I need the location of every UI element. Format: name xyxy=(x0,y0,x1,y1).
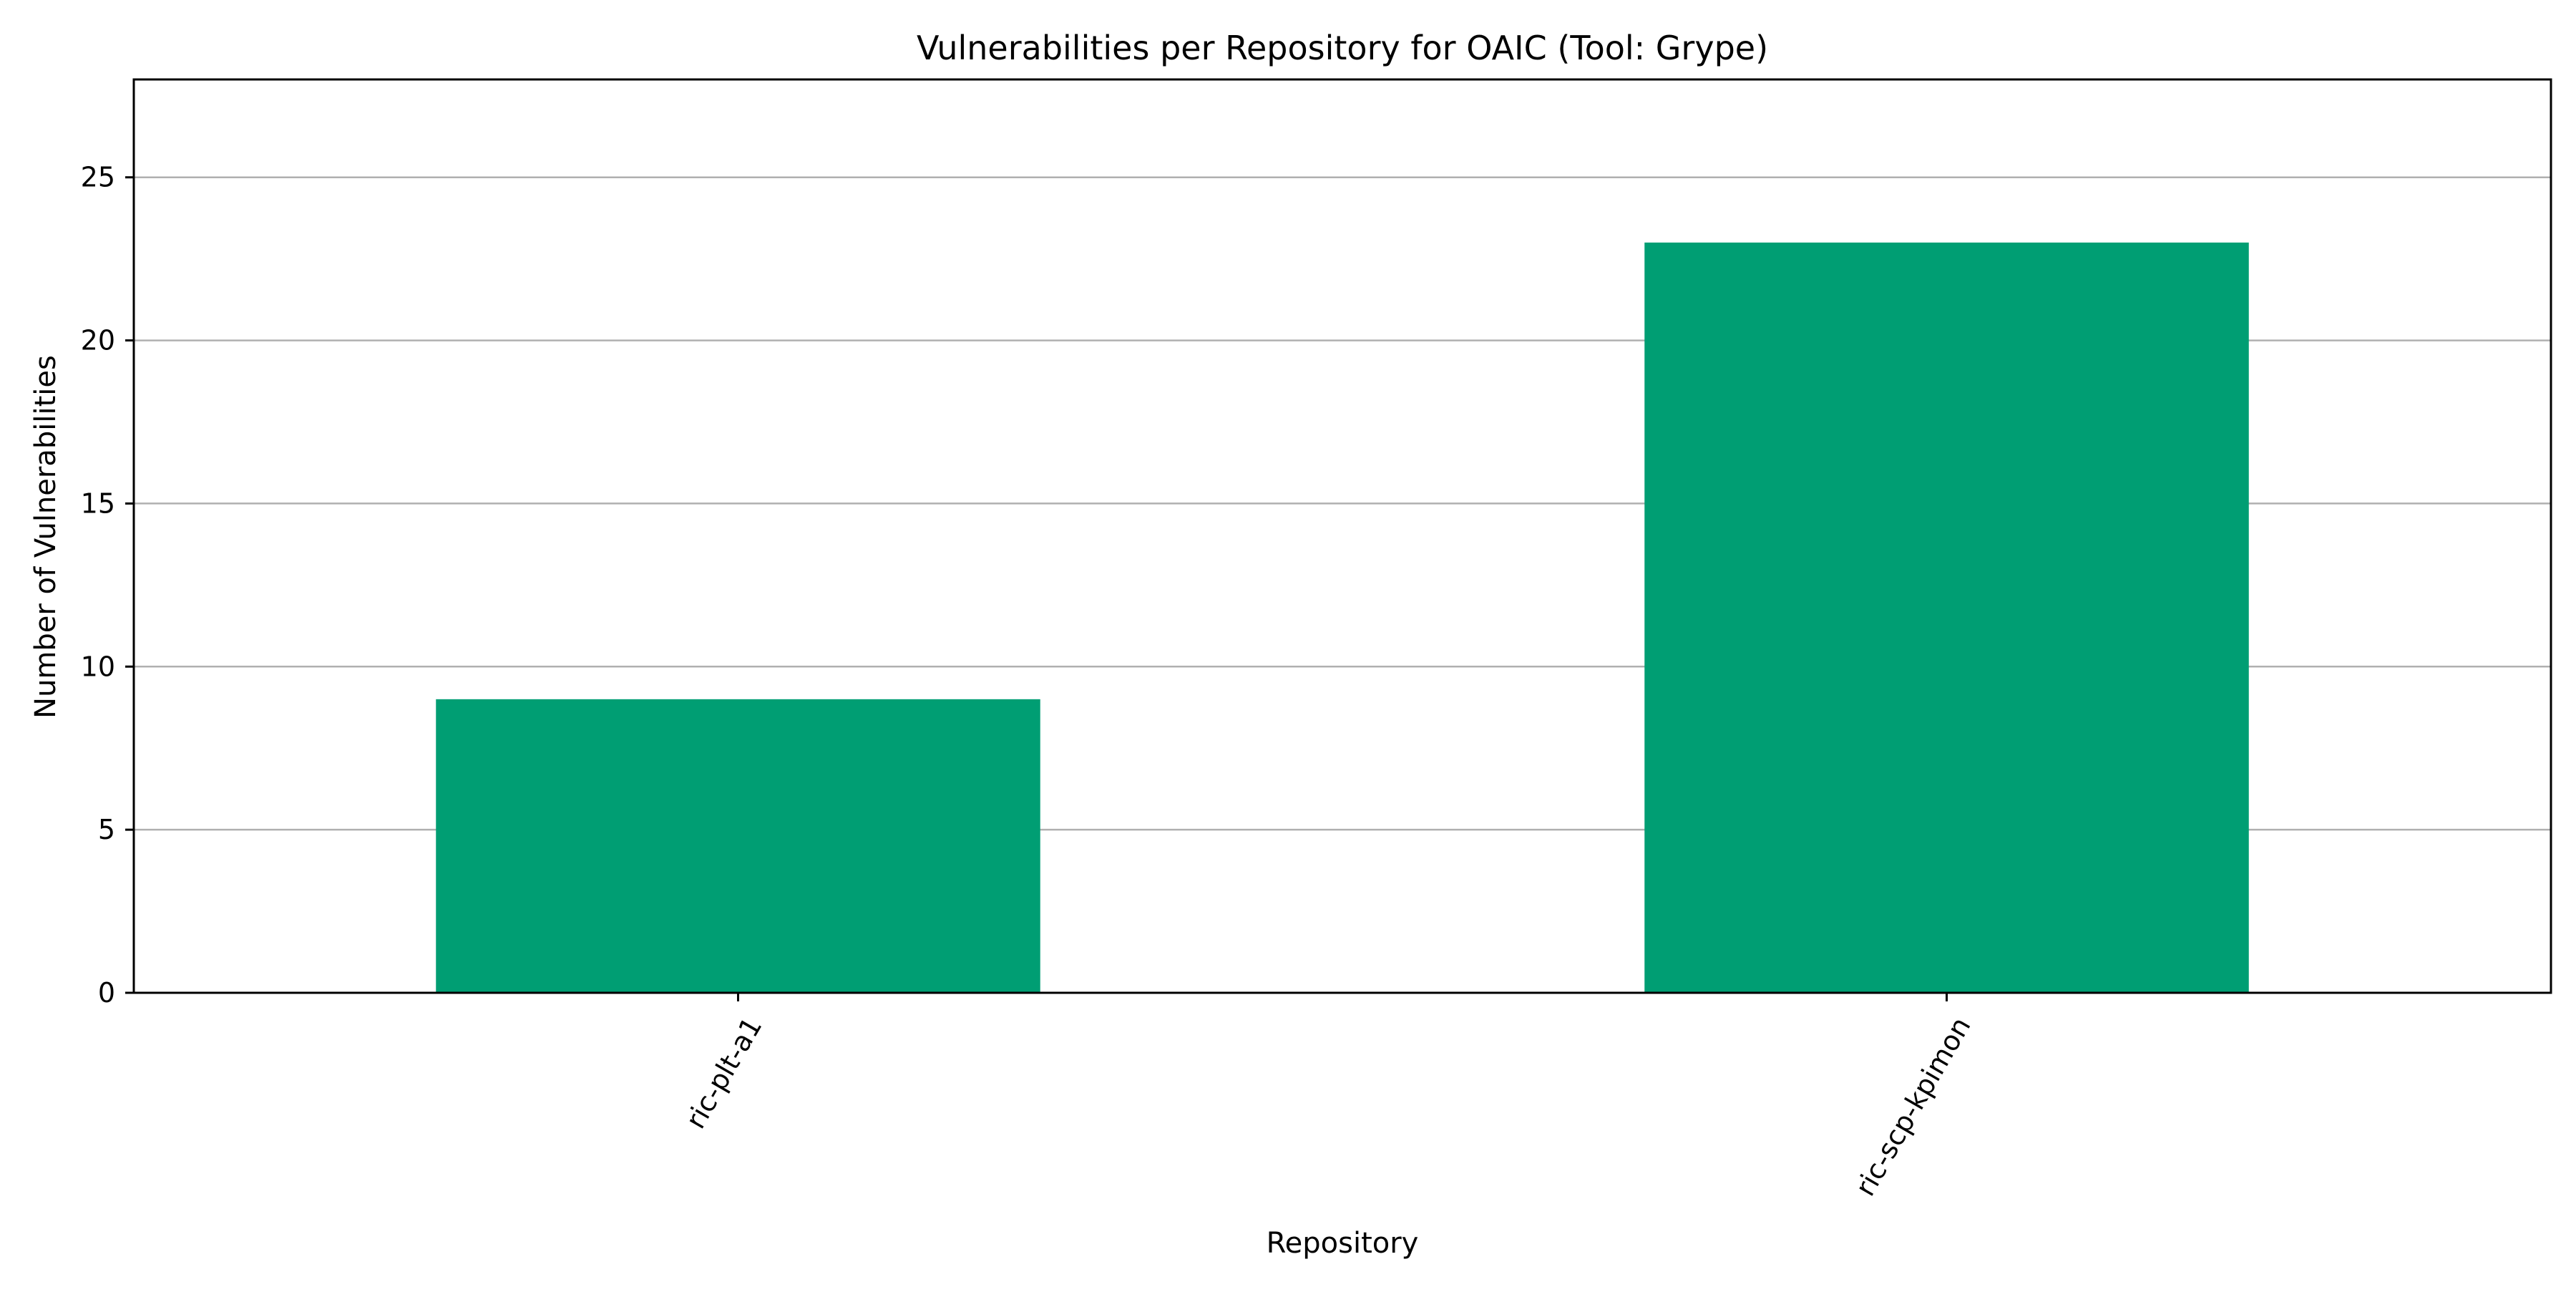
y-tick-label: 10 xyxy=(81,651,115,682)
y-tick-label: 25 xyxy=(81,162,115,193)
bar-ric-plt-a1 xyxy=(436,699,1040,993)
plot-frame xyxy=(132,78,2552,994)
bars xyxy=(436,242,2249,993)
bar-ric-scp-kpimon xyxy=(1644,242,2249,993)
chart-title: Vulnerabilities per Repository for OAIC … xyxy=(917,29,1768,67)
y-tick-label: 0 xyxy=(98,977,115,1009)
y-axis-ticks: 0 5 10 15 20 25 xyxy=(81,162,134,1009)
y-tick-label: 5 xyxy=(98,814,115,845)
y-tick-label: 15 xyxy=(81,487,115,519)
y-tick-label: 20 xyxy=(81,325,115,356)
x-axis-label: Repository xyxy=(1267,1227,1419,1260)
y-axis-label: Number of Vulnerabilities xyxy=(29,355,62,719)
